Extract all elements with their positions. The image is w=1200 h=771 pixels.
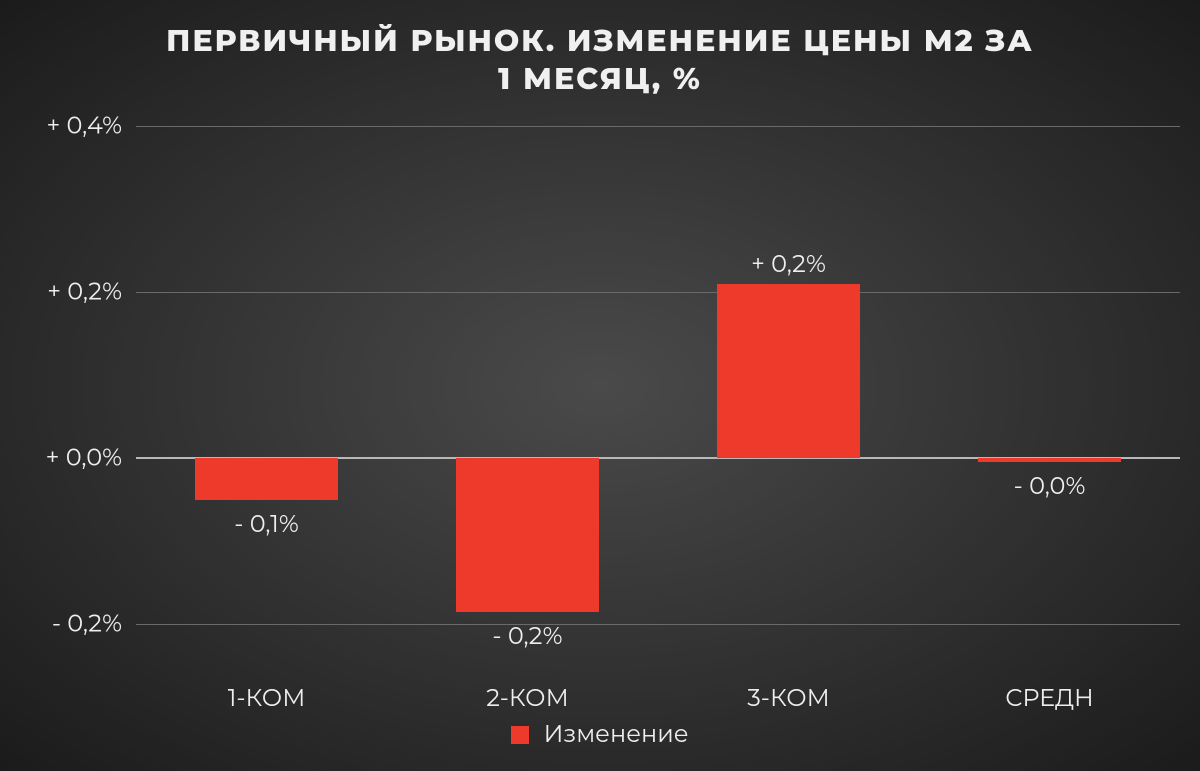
gridline — [136, 126, 1180, 127]
bar — [978, 458, 1122, 462]
y-tick-label: + 0,2% — [47, 278, 136, 307]
y-tick-label: - 0,2% — [52, 610, 136, 639]
legend-label: Изменение — [544, 720, 689, 749]
data-label: - 0,0% — [1014, 472, 1086, 501]
gridline — [136, 624, 1180, 625]
x-tick-label: 1-КОМ — [228, 684, 306, 713]
data-label: - 0,1% — [234, 510, 298, 539]
chart-root: ПЕРВИЧНЫЙ РЫНОК. ИЗМЕНЕНИЕ ЦЕНЫ М2 ЗА 1 … — [0, 0, 1200, 771]
x-tick-label: СРЕДН — [1005, 684, 1094, 713]
legend-swatch — [511, 726, 529, 744]
bar — [195, 458, 339, 500]
plot-area: - 0,2%+ 0,0%+ 0,2%+ 0,4%- 0,1%- 0,2%+ 0,… — [136, 126, 1180, 666]
y-tick-label: + 0,0% — [46, 444, 136, 473]
bar — [456, 458, 600, 612]
data-label: + 0,2% — [751, 250, 826, 279]
bar — [717, 284, 861, 458]
y-tick-label: + 0,4% — [46, 112, 136, 141]
chart-title-line1: ПЕРВИЧНЫЙ РЫНОК. ИЗМЕНЕНИЕ ЦЕНЫ М2 ЗА — [0, 22, 1200, 59]
data-label: - 0,2% — [492, 622, 562, 651]
x-tick-label: 3-КОМ — [747, 684, 830, 713]
x-tick-label: 2-КОМ — [486, 684, 568, 713]
chart-title-line2: 1 МЕСЯЦ, % — [0, 60, 1200, 97]
legend: Изменение — [0, 720, 1200, 749]
gridline — [136, 292, 1180, 293]
